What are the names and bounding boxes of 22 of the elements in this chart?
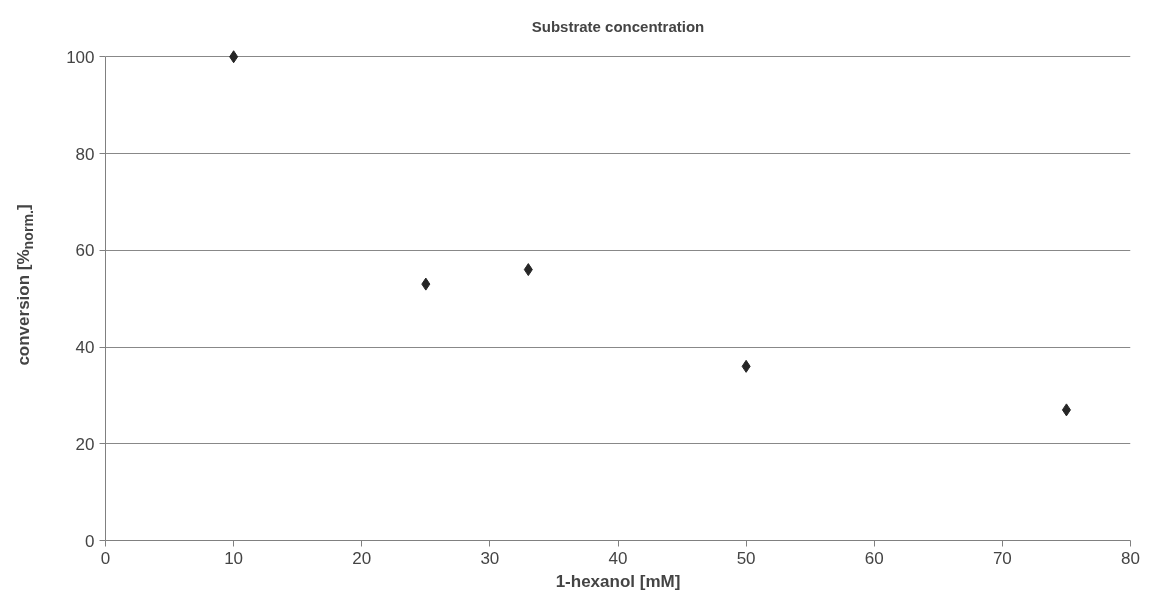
chart-title: Substrate concentration <box>531 17 705 35</box>
point <box>523 263 533 277</box>
x-tick-label: 30 <box>480 548 500 568</box>
x-tick-label: 20 <box>352 548 372 568</box>
x-axis-title: 1-hexanol [mM] <box>555 571 681 591</box>
y-tick-label: 40 <box>75 338 95 357</box>
point <box>1061 403 1071 417</box>
y-tick-label: 80 <box>75 144 95 164</box>
x-tick-label: 80 <box>1121 548 1140 568</box>
y-tick-label: 20 <box>75 434 95 454</box>
x-tick-label: 50 <box>736 548 756 568</box>
x-tick-label: 40 <box>608 548 628 568</box>
point <box>229 50 239 64</box>
x-tick-label: 60 <box>864 548 884 568</box>
x-tick-label: 70 <box>992 548 1012 568</box>
y-tick-label: 100 <box>66 47 95 67</box>
point <box>741 359 751 373</box>
point <box>421 277 431 291</box>
y-tick-label: 60 <box>75 241 95 261</box>
y-tick-label: 0 <box>85 531 95 551</box>
x-tick-label: 0 <box>100 548 111 568</box>
x-tick-label: 10 <box>224 548 244 568</box>
